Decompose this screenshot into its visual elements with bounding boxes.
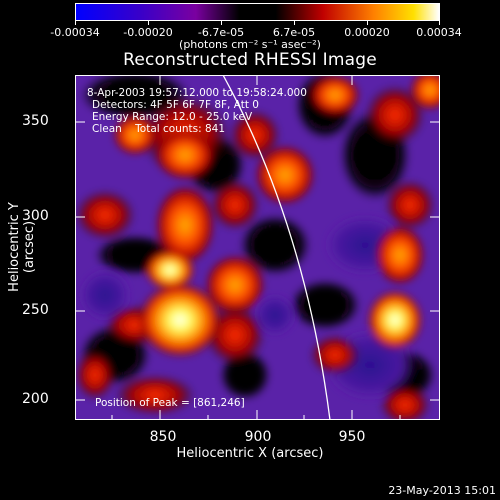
image-title: Reconstructed RHESSI Image	[123, 50, 377, 70]
colorbar-tick-mark	[439, 21, 440, 25]
colorbar-tick-label: 0.00034	[416, 26, 462, 39]
x-tick-label: 900	[244, 429, 272, 445]
detectors-label: Detectors: 4F 5F 6F 7F 8F, Att 0	[92, 99, 259, 111]
colorbar-tick-label: -0.00034	[50, 26, 100, 39]
rhessi-image: 8-Apr-2003 19:57:12.000 to 19:58:24.000 …	[75, 75, 440, 420]
peak-position-label: Position of Peak = [861,246]	[95, 397, 245, 409]
y-tick-label: 200	[22, 391, 49, 407]
colorbar-tick-label: 6.7e-05	[272, 26, 316, 39]
colorbar-tick-label: -0.00020	[123, 26, 173, 39]
clean-counts-label: Clean Total counts: 841	[92, 123, 226, 135]
y-tick-marks	[75, 121, 440, 401]
colorbar	[75, 3, 440, 21]
x-tick-marks	[111, 75, 401, 420]
colorbar-tick-mark	[294, 21, 295, 25]
colorbar-tick-mark	[148, 21, 149, 25]
y-axis-label: Heliocentric Y (arcsec)	[7, 202, 37, 292]
colorbar-tick-label: -6.7e-05	[197, 26, 245, 39]
colorbar-tick-label: 0.00020	[344, 26, 390, 39]
colorbar-tick-mark	[367, 21, 368, 25]
x-tick-label: 950	[338, 429, 366, 445]
y-tick-label: 250	[22, 302, 49, 318]
colorbar-tick-mark	[75, 21, 76, 25]
x-axis-label: Heliocentric X (arcsec)	[176, 446, 324, 461]
solar-limb-arc	[222, 75, 331, 420]
energy-range-label: Energy Range: 12.0 - 25.0 keV	[92, 111, 253, 123]
time-range-label: 8-Apr-2003 19:57:12.000 to 19:58:24.000	[87, 87, 307, 99]
image-texture	[75, 75, 440, 420]
y-tick-label: 300	[22, 208, 49, 224]
colorbar-units: (photons cm⁻² s⁻¹ asec⁻²)	[179, 38, 321, 51]
y-tick-label: 350	[22, 113, 49, 129]
colorbar-tick-mark	[221, 21, 222, 25]
plot-date-stamp: 23-May-2013 15:01	[388, 484, 496, 497]
x-tick-label: 850	[149, 429, 177, 445]
